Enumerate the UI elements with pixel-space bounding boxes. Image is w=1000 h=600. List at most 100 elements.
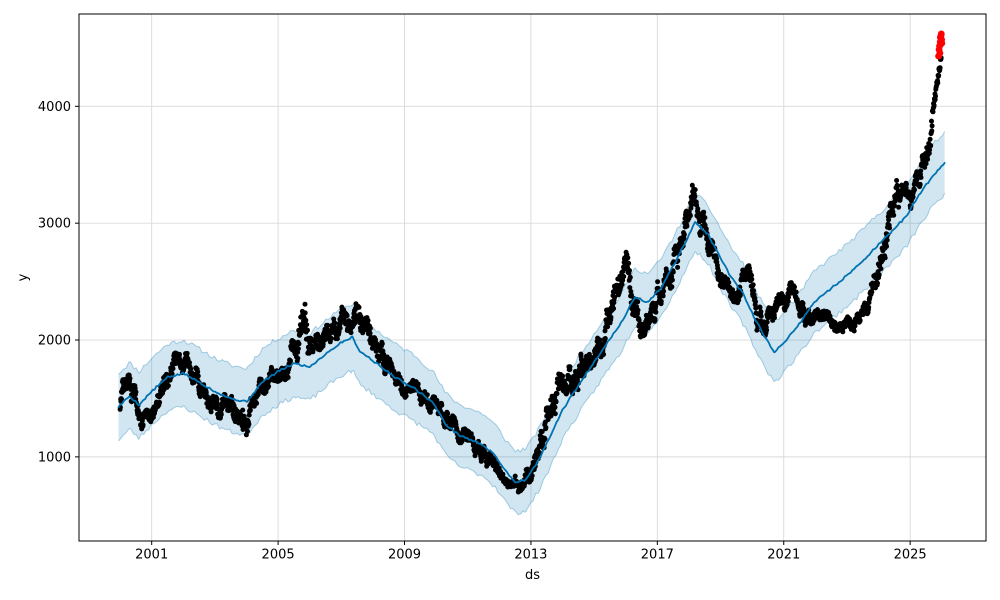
observed-point	[749, 276, 755, 282]
observed-point	[337, 325, 343, 331]
observed-point	[894, 178, 900, 183]
observed-point	[927, 136, 933, 142]
observed-point	[884, 243, 890, 249]
observed-point	[332, 320, 338, 326]
observed-point	[208, 409, 214, 415]
observed-point	[852, 323, 858, 329]
observed-point	[203, 390, 209, 395]
y-tick-label: 4000	[38, 100, 71, 115]
x-axis-label: ds	[525, 568, 540, 583]
observed-point	[912, 187, 917, 193]
observed-point	[675, 264, 681, 270]
anomaly-point	[937, 30, 945, 38]
plot-border	[78, 13, 987, 542]
observed-point	[356, 304, 362, 310]
observed-point	[931, 102, 937, 108]
observed-point	[608, 314, 614, 320]
observed-point	[750, 282, 756, 288]
uncertainty-band	[118, 131, 945, 515]
observed-point	[434, 397, 440, 403]
anomaly-points-layer	[935, 30, 946, 60]
observed-point	[296, 341, 302, 347]
observed-point	[917, 181, 923, 187]
observed-point	[692, 187, 698, 193]
observed-point	[929, 128, 935, 134]
observed-point	[170, 366, 176, 372]
observed-point	[661, 288, 667, 294]
observed-point	[334, 336, 340, 342]
forecast-line	[117, 162, 946, 484]
observed-point	[285, 375, 291, 380]
uncertainty-band-layer	[118, 131, 946, 516]
observed-point	[923, 161, 929, 167]
observed-point	[726, 280, 732, 285]
y-tick-label: 2000	[38, 334, 71, 349]
observed-point	[542, 436, 548, 442]
observed-point	[258, 376, 264, 382]
observed-point	[602, 336, 608, 341]
observed-point	[424, 392, 430, 398]
observed-point	[869, 289, 875, 295]
x-tick-label: 2001	[135, 548, 168, 563]
observed-point	[240, 407, 246, 413]
observed-point	[325, 322, 331, 328]
observed-point	[247, 407, 253, 413]
observed-point	[891, 212, 897, 218]
observed-point	[758, 309, 764, 315]
observed-point	[743, 277, 749, 283]
observed-point	[687, 213, 693, 219]
observed-point	[367, 330, 373, 336]
observed-point	[627, 274, 633, 280]
observed-point	[701, 209, 707, 215]
observed-point	[500, 471, 506, 477]
observed-point	[737, 292, 743, 298]
observed-point	[876, 272, 882, 278]
observed-point	[669, 284, 675, 290]
observed-point	[936, 73, 942, 78]
observed-point	[655, 279, 661, 285]
observed-point	[539, 429, 545, 435]
observed-point	[302, 301, 308, 307]
observed-point	[295, 355, 301, 361]
band-lower-edge	[118, 192, 946, 516]
observed-point	[903, 185, 909, 191]
observed-point	[652, 317, 658, 323]
observed-point	[218, 412, 224, 417]
observed-point	[184, 350, 190, 356]
observed-point	[560, 373, 566, 379]
observed-point	[764, 319, 770, 325]
observed-point	[612, 294, 618, 300]
observed-point	[929, 123, 935, 129]
observed-point	[670, 269, 676, 275]
observed-point	[245, 428, 250, 434]
observed-point	[621, 274, 627, 279]
observed-point	[702, 215, 708, 221]
observed-point	[439, 402, 445, 408]
observed-point	[445, 411, 451, 416]
observed-point	[304, 322, 310, 328]
observed-point	[619, 282, 625, 287]
observed-point	[629, 292, 634, 298]
observed-point	[884, 237, 890, 243]
observed-point	[886, 217, 892, 223]
observed-point	[751, 288, 756, 294]
observed-point	[246, 421, 252, 427]
observed-point	[772, 315, 777, 321]
observed-point	[627, 268, 632, 273]
observed-point	[927, 147, 933, 153]
observed-point	[303, 317, 309, 323]
observed-point	[857, 318, 863, 323]
observed-point	[910, 194, 916, 200]
observed-point	[302, 310, 308, 316]
observed-point	[635, 307, 641, 313]
observed-point	[801, 305, 807, 311]
observed-point	[427, 409, 433, 415]
observed-point	[552, 404, 558, 410]
observed-point	[660, 293, 666, 299]
observed-point	[730, 287, 735, 293]
y-axis-label: y	[16, 273, 31, 281]
x-tick-label: 2021	[767, 548, 800, 563]
observed-point	[757, 305, 763, 310]
observed-point	[758, 313, 764, 319]
